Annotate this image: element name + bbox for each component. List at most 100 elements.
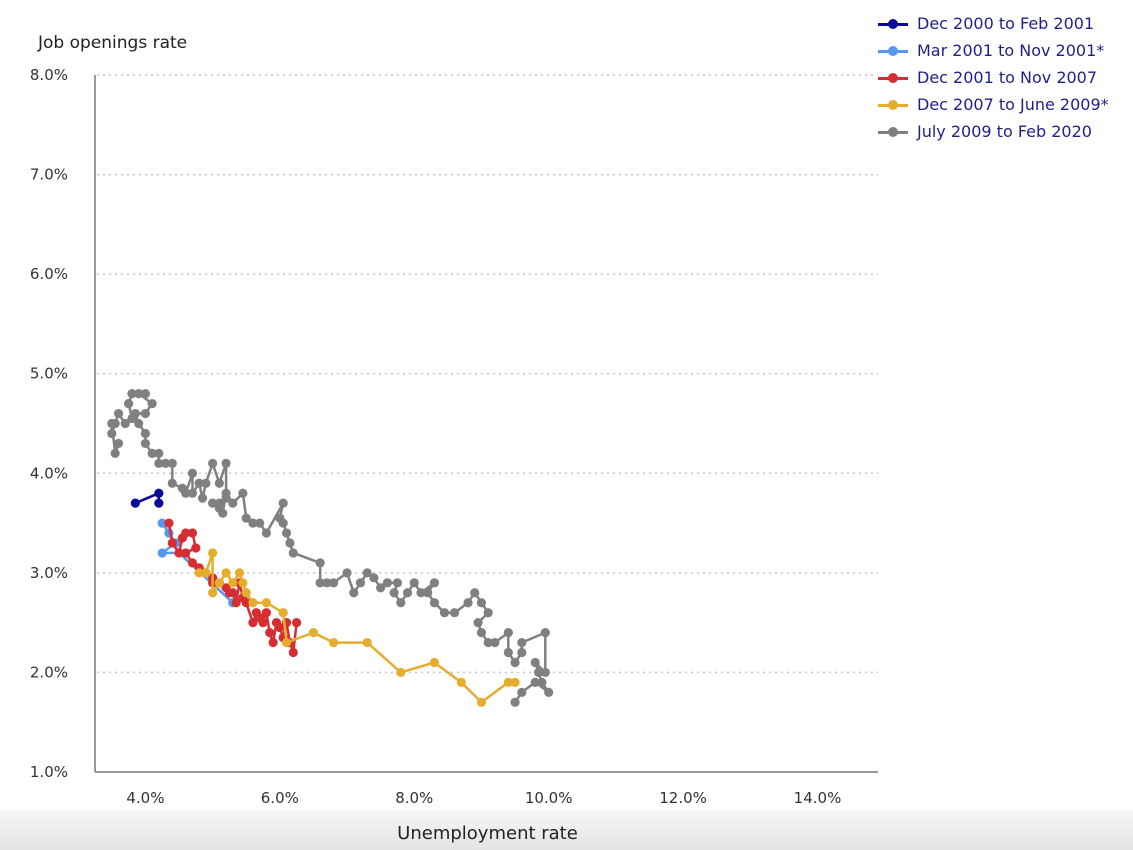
data-point <box>490 637 500 648</box>
data-point <box>342 568 352 578</box>
data-point <box>134 418 144 429</box>
legend-swatch <box>878 71 908 85</box>
data-point <box>181 548 191 558</box>
data-point <box>164 518 174 528</box>
data-point <box>181 528 191 538</box>
legend-label: Dec 2007 to June 2009* <box>917 95 1109 114</box>
legend-item[interactable]: Dec 2007 to June 2009* <box>878 91 1109 118</box>
data-point <box>533 667 544 678</box>
data-point <box>258 618 268 628</box>
series-5 <box>107 389 554 707</box>
data-point <box>194 568 204 578</box>
data-point <box>268 637 278 648</box>
data-point <box>197 493 208 503</box>
data-point <box>265 628 275 638</box>
y-tick-label: 5.0% <box>30 365 68 383</box>
data-point <box>281 637 292 648</box>
data-point <box>191 543 201 553</box>
data-point <box>540 667 550 678</box>
data-point <box>194 478 204 488</box>
data-point <box>355 578 366 588</box>
data-point <box>483 608 493 618</box>
data-point <box>376 583 386 593</box>
window-bottom-band <box>0 810 1133 850</box>
data-point <box>456 677 466 687</box>
series-line <box>110 392 550 703</box>
legend-swatch <box>878 44 908 58</box>
data-point <box>362 637 372 648</box>
y-tick-label: 3.0% <box>30 564 68 582</box>
data-point <box>423 588 433 598</box>
series-4 <box>194 548 520 707</box>
data-point <box>483 637 493 648</box>
y-tick-label: 6.0% <box>30 265 68 283</box>
data-point <box>234 568 245 578</box>
data-point <box>154 488 164 498</box>
legend-item[interactable]: Mar 2001 to Nov 2001* <box>878 37 1109 64</box>
data-point <box>113 408 124 419</box>
data-point <box>517 637 527 648</box>
data-point <box>261 598 271 608</box>
data-point <box>127 413 137 424</box>
data-point <box>167 538 177 548</box>
data-point <box>476 697 487 707</box>
series-line <box>167 522 298 654</box>
data-point <box>510 697 520 707</box>
data-point <box>120 418 130 429</box>
data-point <box>214 503 224 513</box>
data-point <box>261 528 271 538</box>
data-point <box>429 578 440 588</box>
data-point <box>429 598 440 608</box>
legend-label: Mar 2001 to Nov 2001* <box>917 41 1105 60</box>
data-point <box>107 418 117 429</box>
data-point <box>221 568 231 578</box>
legend-swatch <box>878 125 908 139</box>
data-point <box>369 573 379 583</box>
data-point <box>402 588 413 598</box>
data-point <box>439 608 450 618</box>
data-point <box>177 483 187 493</box>
data-point <box>429 657 440 668</box>
data-point <box>154 458 164 468</box>
data-point <box>248 618 258 628</box>
y-axis-label: Job openings rate <box>38 33 188 53</box>
data-point <box>530 657 540 668</box>
legend: Dec 2000 to Feb 2001 Mar 2001 to Nov 2001… <box>878 10 1109 145</box>
legend-item[interactable]: July 2009 to Feb 2020 <box>878 118 1109 145</box>
legend-item[interactable]: Dec 2000 to Feb 2001 <box>878 10 1109 37</box>
data-point <box>328 637 339 648</box>
data-point <box>517 647 527 658</box>
data-point <box>396 667 406 678</box>
legend-label: Dec 2000 to Feb 2001 <box>917 14 1095 33</box>
data-point <box>288 647 298 658</box>
data-point <box>201 568 211 578</box>
x-tick-label: 8.0% <box>395 789 433 807</box>
data-point <box>281 528 292 538</box>
data-point <box>308 628 319 638</box>
data-point <box>154 448 164 458</box>
legend-item[interactable]: Dec 2001 to Nov 2007 <box>878 64 1109 91</box>
data-point <box>221 458 231 468</box>
data-point <box>503 677 513 687</box>
data-point <box>231 598 241 608</box>
data-point <box>537 677 547 687</box>
data-point <box>147 448 157 458</box>
x-tick-label: 4.0% <box>126 789 164 807</box>
series-3 <box>164 518 302 658</box>
data-point <box>154 498 164 508</box>
data-point <box>275 623 285 633</box>
data-point <box>124 398 134 409</box>
data-point <box>107 428 117 439</box>
data-point <box>275 513 285 523</box>
data-point <box>315 558 325 568</box>
data-point <box>476 598 487 608</box>
data-point <box>201 478 211 488</box>
data-point <box>113 438 124 449</box>
data-point <box>510 677 520 687</box>
data-point <box>214 478 224 488</box>
data-point <box>392 578 403 588</box>
data-point <box>228 498 238 508</box>
data-point <box>241 598 251 608</box>
x-tick-labels: 4.0% 6.0% 8.0% 10.0% 12.0% 14.0% <box>126 789 841 807</box>
